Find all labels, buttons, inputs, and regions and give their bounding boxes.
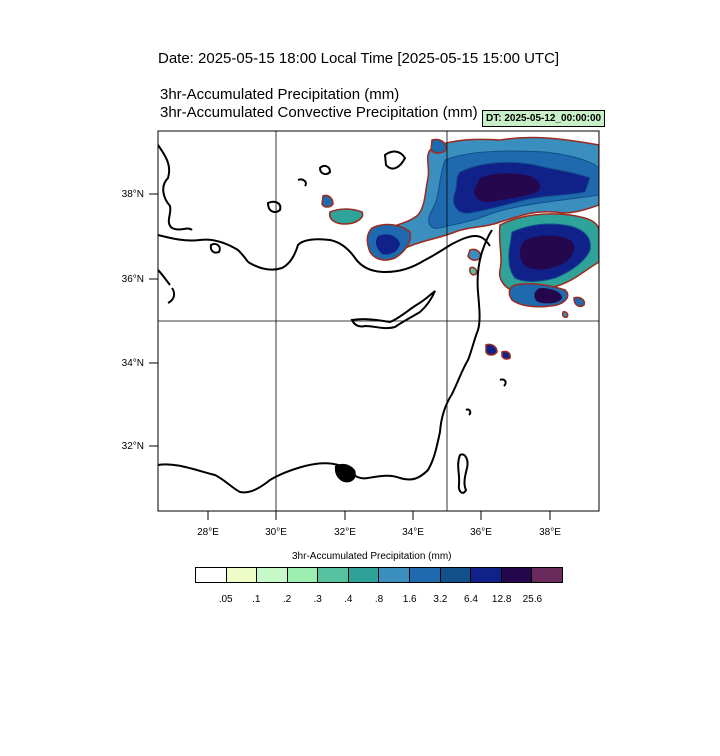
colorbar-level-label: .8 <box>374 594 384 605</box>
colorbar-cell <box>196 568 227 582</box>
date-title: Date: 2025-05-15 18:00 Local Time [2025-… <box>158 50 560 67</box>
colorbar <box>195 567 563 583</box>
lon-label-30: 30°E <box>265 527 287 538</box>
colorbar-level-label: 6.4 <box>464 594 478 605</box>
lon-label-36: 36°E <box>470 527 492 538</box>
colorbar-level-label: 25.6 <box>522 594 543 605</box>
lat-label-34: 34°N <box>122 358 144 369</box>
colorbar-level-label: .1 <box>252 594 261 605</box>
colorbar-cell <box>257 568 288 582</box>
tick-marks <box>149 193 551 520</box>
precip-title: 3hr-Accumulated Precipitation (mm) <box>160 86 400 103</box>
dt-badge: DT: 2025-05-12_00:00:00 <box>482 110 606 127</box>
colorbar-cell <box>410 568 441 582</box>
lon-label-28: 28°E <box>197 527 219 538</box>
colorbar-cell <box>379 568 411 582</box>
delta-cluster <box>334 463 356 483</box>
colorbar-cell <box>287 568 319 582</box>
colorbar-level-label: .4 <box>344 594 353 605</box>
lat-label-36: 36°N <box>122 274 144 285</box>
colorbar-level-label: 3.2 <box>433 594 448 605</box>
lon-label-38: 38°E <box>539 527 561 538</box>
colorbar-cell <box>348 568 380 582</box>
convective-precip-title: 3hr-Accumulated Convective Precipitation… <box>160 104 478 121</box>
lon-label-34: 34°E <box>402 527 424 538</box>
colorbar-level-label: .3 <box>313 594 322 605</box>
colorbar-cell <box>501 568 533 582</box>
map-frame <box>157 130 600 512</box>
map-content <box>158 136 599 494</box>
precip-field <box>321 136 599 360</box>
lon-label-32: 32°E <box>334 527 356 538</box>
colorbar-level-label: 1.6 <box>402 594 417 605</box>
colorbar-level-label: .05 <box>218 594 233 605</box>
lat-label-32: 32°N <box>122 441 144 452</box>
colorbar-level-label: .2 <box>282 594 292 605</box>
colorbar-cell <box>318 568 349 582</box>
lat-label-38: 38°N <box>122 189 144 200</box>
colorbar-level-label: 12.8 <box>491 594 512 605</box>
gridlines <box>158 131 599 511</box>
colorbar-title: 3hr-Accumulated Precipitation (mm) <box>292 551 452 562</box>
colorbar-cell <box>440 568 472 582</box>
colorbar-cell <box>226 568 258 582</box>
colorbar-cell <box>532 568 562 582</box>
colorbar-cell <box>471 568 502 582</box>
coastlines <box>158 144 507 494</box>
